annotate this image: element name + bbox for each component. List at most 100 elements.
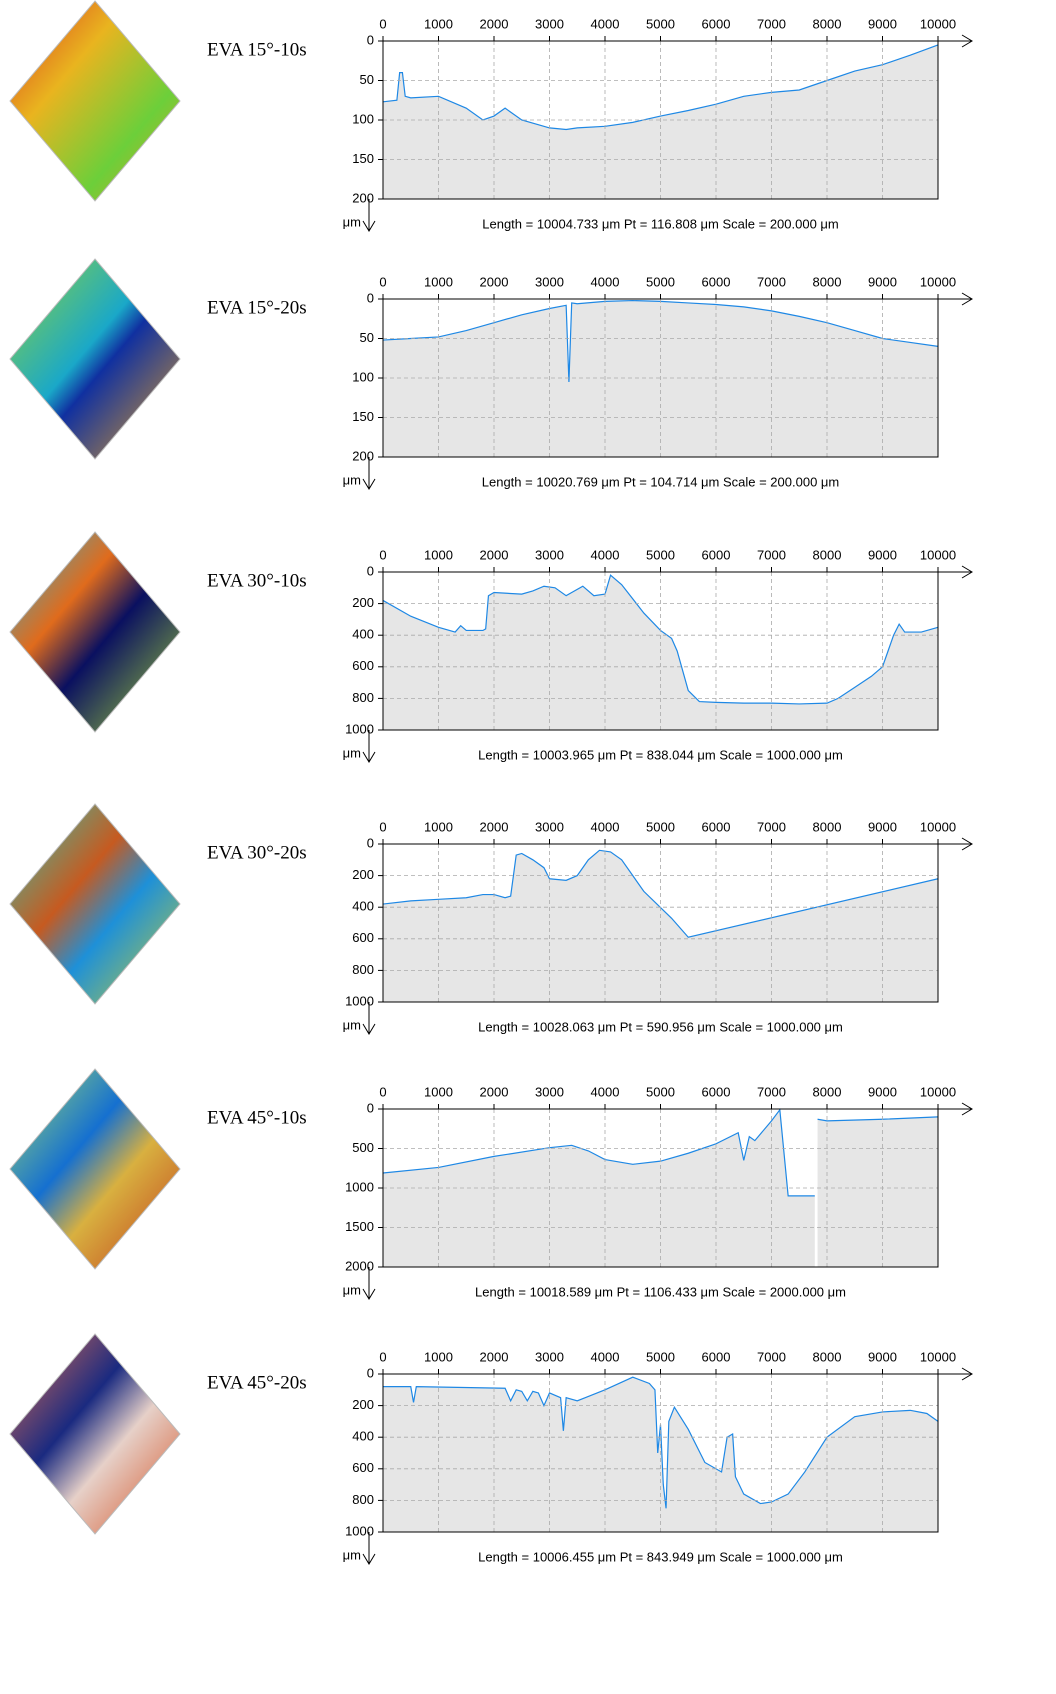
x-tick-label: 2000 [480,819,509,834]
profile-stats: Length = 10018.589 μm Pt = 1106.433 μm S… [475,1284,846,1299]
x-tick-label: 10000 [920,274,956,289]
y-tick-label: 0 [367,1100,374,1115]
surface-image [10,804,180,1004]
x-tick-label: 0 [379,274,386,289]
x-tick-label: 0 [379,16,386,31]
y-tick-label: 600 [352,658,374,673]
panel-label: EVA 30°-10s [207,570,307,591]
y-tick-label: 200 [352,448,374,463]
x-tick-label: 10000 [920,1349,956,1364]
x-tick-label: 8000 [813,274,842,289]
surface-image [10,1069,180,1269]
y-unit: μm [343,472,361,487]
x-tick-label: 1000 [424,16,453,31]
x-tick-label: 3000 [535,16,564,31]
y-tick-label: 1000 [345,993,374,1008]
surface-image [10,1,180,201]
y-tick-label: 400 [352,1429,374,1444]
x-tick-label: 7000 [757,1349,786,1364]
x-tick-label: 2000 [480,274,509,289]
x-tick-label: 1000 [424,274,453,289]
x-tick-label: 1000 [424,1349,453,1364]
profile-stats: Length = 10003.965 μm Pt = 838.044 μm Sc… [478,747,843,762]
y-tick-label: 800 [352,962,374,977]
panel-label: EVA 45°-10s [207,1107,307,1128]
y-tick-label: 800 [352,690,374,705]
x-tick-label: 0 [379,1349,386,1364]
y-unit: μm [343,1282,361,1297]
x-tick-label: 10000 [920,547,956,562]
x-tick-label: 5000 [646,16,675,31]
y-tick-label: 100 [352,111,374,126]
x-tick-label: 6000 [702,1349,731,1364]
y-tick-label: 600 [352,1460,374,1475]
x-tick-label: 2000 [480,547,509,562]
x-tick-label: 3000 [535,274,564,289]
y-tick-label: 2000 [345,1258,374,1273]
figure: EVA 15°-10s01000200030004000500060007000… [0,0,1056,1689]
y-tick-label: 200 [352,595,374,610]
panel-label: EVA 45°-20s [207,1372,307,1393]
x-tick-label: 7000 [757,547,786,562]
x-tick-label: 1000 [424,1084,453,1099]
x-tick-label: 7000 [757,1084,786,1099]
x-tick-label: 6000 [702,547,731,562]
surface-image [10,259,180,459]
x-tick-label: 5000 [646,274,675,289]
x-tick-label: 3000 [535,1084,564,1099]
y-unit: μm [343,214,361,229]
y-tick-label: 0 [367,835,374,850]
x-tick-label: 1000 [424,547,453,562]
y-tick-label: 0 [367,290,374,305]
x-tick-label: 10000 [920,1084,956,1099]
x-tick-label: 5000 [646,1084,675,1099]
x-tick-label: 3000 [535,1349,564,1364]
x-tick-label: 1000 [424,819,453,834]
y-unit: μm [343,1547,361,1562]
x-tick-label: 5000 [646,1349,675,1364]
x-tick-label: 4000 [591,274,620,289]
y-tick-label: 0 [367,32,374,47]
x-tick-label: 6000 [702,274,731,289]
y-tick-label: 1500 [345,1219,374,1234]
y-tick-label: 150 [352,151,374,166]
surface-image [10,1334,180,1534]
x-tick-label: 9000 [868,16,897,31]
y-tick-label: 200 [352,867,374,882]
x-tick-label: 4000 [591,547,620,562]
profile-stats: Length = 10006.455 μm Pt = 843.949 μm Sc… [478,1549,843,1564]
x-tick-label: 3000 [535,819,564,834]
x-tick-label: 7000 [757,274,786,289]
y-tick-label: 600 [352,930,374,945]
x-tick-label: 8000 [813,547,842,562]
x-tick-label: 9000 [868,1084,897,1099]
y-tick-label: 400 [352,899,374,914]
y-unit: μm [343,745,361,760]
y-tick-label: 100 [352,369,374,384]
y-tick-label: 50 [360,72,374,87]
profile-stats: Length = 10028.063 μm Pt = 590.956 μm Sc… [478,1019,843,1034]
x-tick-label: 10000 [920,16,956,31]
x-tick-label: 4000 [591,16,620,31]
y-tick-label: 400 [352,627,374,642]
profile-stats: Length = 10020.769 μm Pt = 104.714 μm Sc… [482,474,839,489]
profile-area [818,1117,938,1267]
surface-image [10,532,180,732]
x-tick-label: 7000 [757,16,786,31]
x-tick-label: 9000 [868,274,897,289]
x-tick-label: 10000 [920,819,956,834]
x-tick-label: 9000 [868,1349,897,1364]
x-tick-label: 5000 [646,819,675,834]
x-tick-label: 0 [379,1084,386,1099]
x-tick-label: 8000 [813,1084,842,1099]
x-tick-label: 6000 [702,1084,731,1099]
x-tick-label: 8000 [813,16,842,31]
x-tick-label: 9000 [868,819,897,834]
x-tick-label: 7000 [757,819,786,834]
y-tick-label: 150 [352,409,374,424]
x-tick-label: 4000 [591,1349,620,1364]
y-tick-label: 50 [360,330,374,345]
y-tick-label: 1000 [345,1179,374,1194]
x-tick-label: 8000 [813,819,842,834]
y-unit: μm [343,1017,361,1032]
